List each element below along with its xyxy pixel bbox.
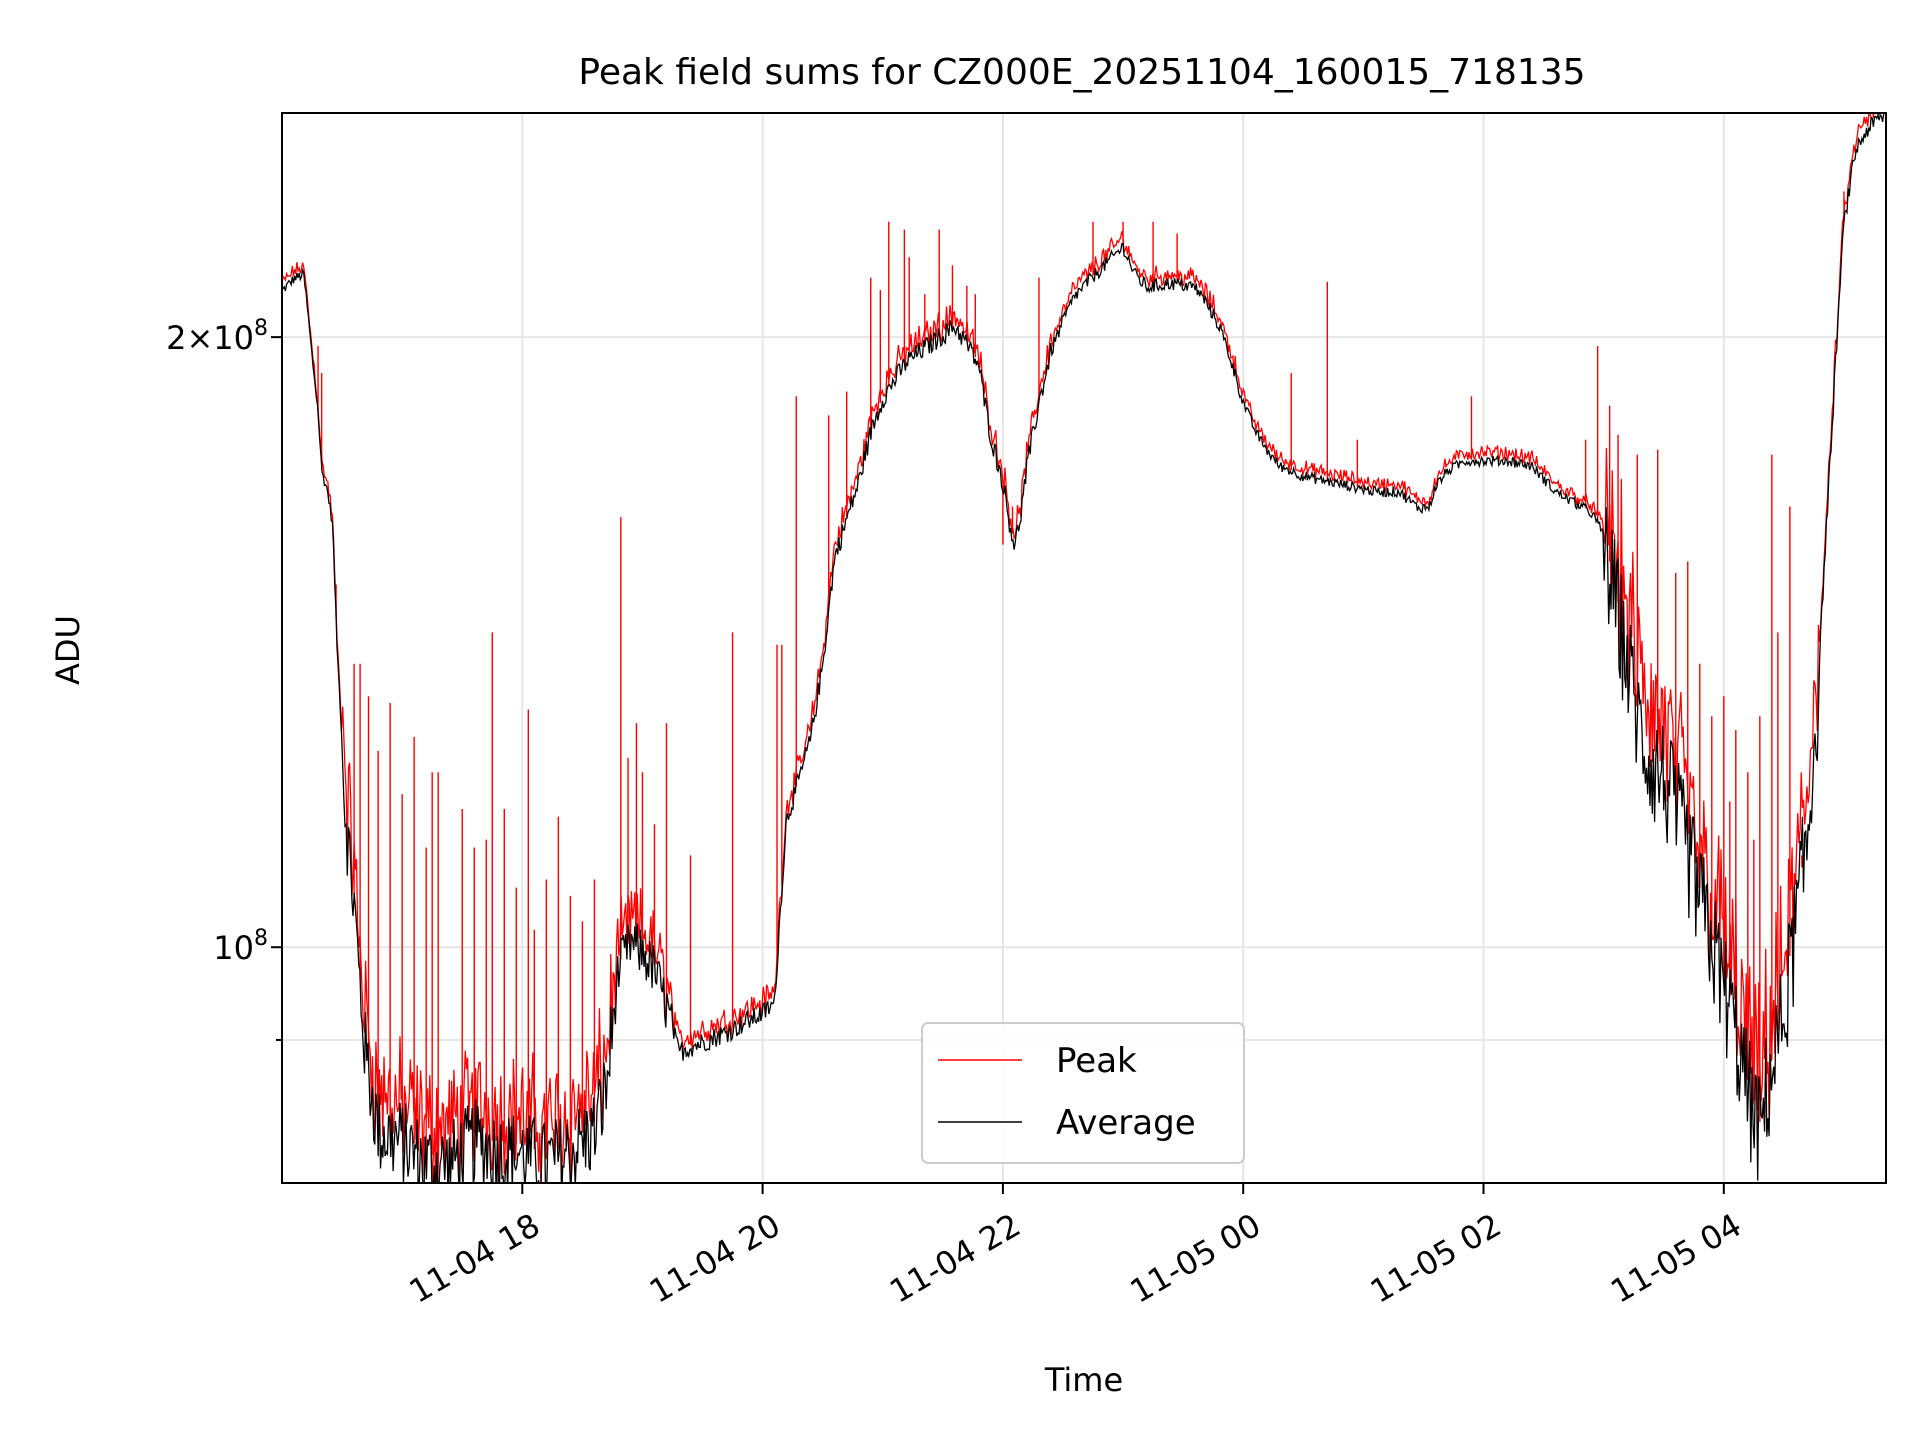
average-series [282, 113, 1886, 1183]
average-line [282, 113, 1886, 1183]
plot-area [282, 113, 1886, 1183]
y-tick-label: 2×108 [166, 316, 268, 357]
chart-title: Peak field sums for CZ000E_20251104_1600… [578, 52, 1585, 93]
axes-frame [281, 112, 1887, 1184]
y-axis-label: ADU [49, 615, 87, 685]
legend-peak-label: Peak [1056, 1041, 1137, 1081]
legend-average-label: Average [1056, 1103, 1196, 1143]
x-axis-label: Time [1044, 1361, 1123, 1399]
legend-box [921, 1022, 1245, 1164]
legend: Peak Average [921, 1022, 1245, 1164]
